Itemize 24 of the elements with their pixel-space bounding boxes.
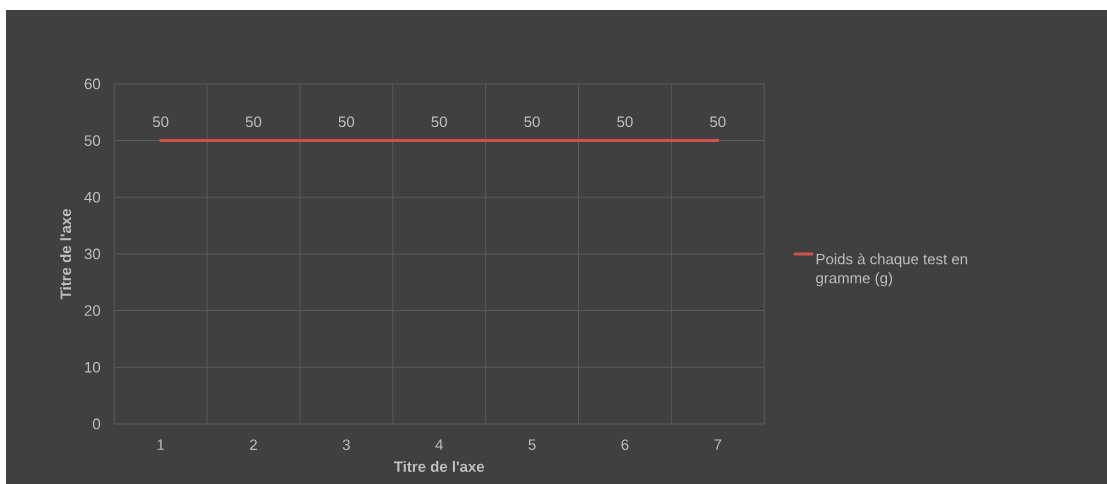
data-label: 50 — [152, 116, 169, 128]
x-tick-label: 7 — [714, 439, 722, 450]
data-label: 50 — [617, 116, 633, 128]
y-tick-label: 20 — [84, 305, 101, 316]
x-tick-label: 3 — [342, 439, 350, 451]
x-axis-title: Titre de l'axe — [393, 460, 485, 472]
data-label: 50 — [524, 116, 540, 128]
x-tick-label: 6 — [621, 439, 629, 451]
y-tick-label: 30 — [84, 248, 101, 260]
data-label: 50 — [431, 116, 447, 128]
y-axis-title: Titre de l'axe — [60, 209, 72, 300]
data-label: 50 — [710, 116, 726, 128]
x-tick-label: 5 — [528, 439, 536, 450]
x-tick-label: 1 — [157, 439, 165, 450]
y-tick-label: 0 — [92, 418, 101, 430]
y-tick-label: 50 — [84, 135, 101, 146]
y-tick-label: 60 — [84, 78, 101, 90]
x-tick-label: 2 — [250, 439, 257, 450]
y-tick-label: 40 — [84, 191, 101, 203]
data-label: 50 — [245, 116, 262, 128]
data-label: 50 — [338, 116, 355, 128]
legend-label: Poids à chaque test en gramme (g) — [816, 253, 968, 287]
x-tick-label: 4 — [435, 439, 443, 450]
y-tick-label: 10 — [85, 361, 101, 373]
